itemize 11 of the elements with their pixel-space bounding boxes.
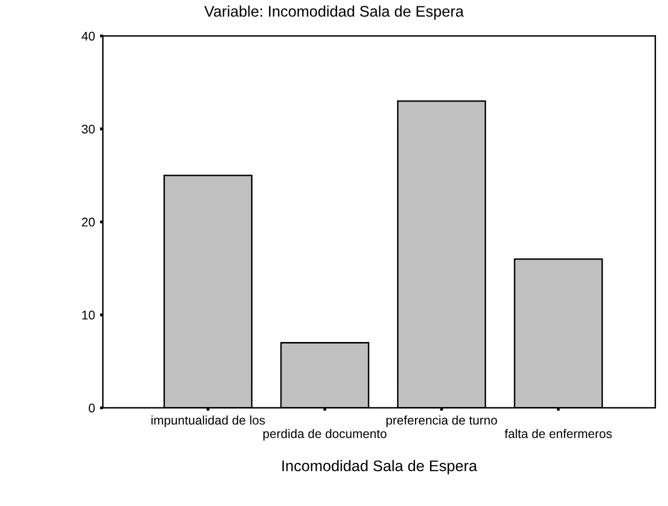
y-tick-label: 30 [82, 124, 95, 134]
x-tick-label: preferencia de turno [386, 415, 497, 428]
x-tick-label: impuntualidad de los [151, 415, 265, 428]
y-tick-label: 20 [82, 218, 95, 227]
y-tick-label: 10 [82, 310, 95, 320]
y-tick-label: 0 [88, 404, 95, 412]
y-tick-label: 40 [82, 32, 95, 41]
x-axis-title: Incomodidad Sala de Espera [282, 460, 478, 474]
x-tick-label: falta de enfermeros [504, 428, 612, 438]
x-tick-label: perdida de documento [263, 428, 386, 441]
chart-title: Variable: Incomodidad Sala de Espera [204, 6, 464, 20]
